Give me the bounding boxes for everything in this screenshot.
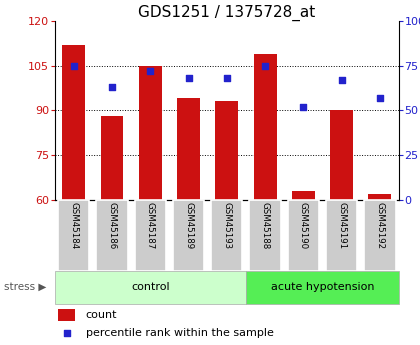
FancyBboxPatch shape — [249, 200, 281, 271]
Text: GSM45187: GSM45187 — [146, 202, 155, 249]
Bar — [139, 66, 162, 200]
Point — [223, 75, 230, 81]
FancyBboxPatch shape — [288, 200, 319, 271]
Text: GSM45190: GSM45190 — [299, 202, 308, 249]
Text: GSM45186: GSM45186 — [108, 202, 116, 249]
Text: GSM45184: GSM45184 — [69, 202, 78, 249]
Bar — [100, 116, 123, 200]
Point — [300, 104, 307, 110]
Text: percentile rank within the sample: percentile rank within the sample — [86, 328, 273, 338]
Bar — [215, 101, 238, 200]
FancyBboxPatch shape — [364, 200, 396, 271]
Point — [262, 63, 268, 68]
Point — [63, 331, 70, 336]
Text: GSM45191: GSM45191 — [337, 202, 346, 249]
Text: GSM45189: GSM45189 — [184, 202, 193, 249]
Bar — [330, 110, 353, 200]
Bar — [177, 98, 200, 200]
FancyBboxPatch shape — [134, 200, 166, 271]
Bar — [254, 53, 276, 200]
Bar — [58, 309, 75, 321]
Point — [185, 75, 192, 81]
FancyBboxPatch shape — [55, 271, 246, 304]
Text: GSM45192: GSM45192 — [375, 202, 384, 249]
Point — [109, 84, 116, 90]
Bar — [62, 45, 85, 200]
Text: GSM45188: GSM45188 — [260, 202, 270, 249]
Title: GDS1251 / 1375728_at: GDS1251 / 1375728_at — [138, 4, 315, 21]
FancyBboxPatch shape — [211, 200, 242, 271]
Point — [376, 95, 383, 101]
Point — [338, 77, 345, 83]
FancyBboxPatch shape — [326, 200, 357, 271]
Text: acute hypotension: acute hypotension — [271, 282, 374, 292]
Text: GSM45193: GSM45193 — [222, 202, 231, 249]
FancyBboxPatch shape — [58, 200, 89, 271]
Bar — [292, 191, 315, 200]
Text: stress ▶: stress ▶ — [4, 282, 47, 292]
Point — [71, 63, 77, 68]
FancyBboxPatch shape — [173, 200, 204, 271]
FancyBboxPatch shape — [246, 271, 399, 304]
Bar — [368, 194, 391, 200]
FancyBboxPatch shape — [96, 200, 128, 271]
Text: count: count — [86, 310, 117, 320]
Point — [147, 68, 154, 74]
Text: control: control — [131, 282, 170, 292]
